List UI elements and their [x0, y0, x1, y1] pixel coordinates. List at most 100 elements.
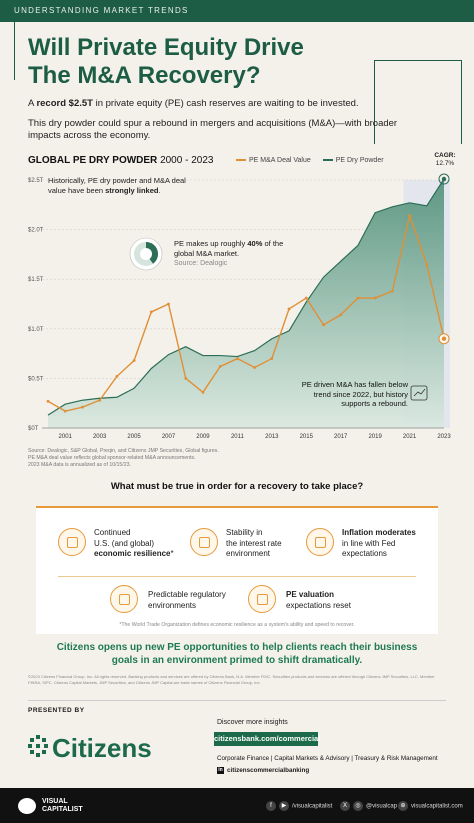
condition-valuation: PE valuation expectations reset — [286, 590, 351, 610]
citizens-brand: Citizens — [52, 733, 152, 763]
presented-by: PRESENTED BY — [28, 707, 85, 714]
social-facebook[interactable]: f ▶/visualcapitalist — [266, 801, 332, 811]
x-tick-label-2005: 2005 — [127, 434, 141, 440]
drop-chart-icon-line — [413, 388, 426, 397]
youtube-icon: ▶ — [279, 801, 289, 811]
x-tick-label-2015: 2015 — [300, 434, 314, 440]
title-line-1: Will Private Equity Drive — [28, 34, 304, 61]
deal-value-point-2022 — [425, 262, 429, 266]
dry-powder-area — [48, 179, 444, 428]
x-tick-label-2003: 2003 — [93, 434, 107, 440]
x-tick-label-2009: 2009 — [196, 434, 210, 440]
pie-icon-hole — [140, 248, 152, 260]
condition-inflation: Inflation moderates in line with Fed expec… — [342, 528, 416, 558]
deal-value-point-2014 — [287, 307, 291, 311]
title-line-2: The M&A Recovery? — [28, 62, 261, 89]
intro-p1: A record $2.5T in private equity (PE) ca… — [28, 98, 359, 109]
deal-value-point-2006 — [149, 310, 153, 314]
deal-value-point-2016 — [322, 323, 325, 327]
deal-value-point-2013 — [270, 357, 274, 360]
pe-chart: $0T $0.5T $1.0T $1.5T $2.0T $2.5T 2001 2003 2005… — [28, 173, 451, 440]
x-tick-label-2013: 2013 — [265, 434, 279, 440]
social-web[interactable]: ⊕ visualcapitalist.com — [398, 801, 463, 811]
y-tick-label-3: $1.5T — [28, 277, 44, 283]
facebook-icon: f — [266, 801, 276, 811]
condition-economic-resilience: Continued U.S. (and global) economic resil… — [94, 528, 174, 558]
x-tick-label-2023: 2023 — [437, 434, 451, 440]
drop-annotation: PE driven M&A has fallen below trend sin… — [301, 380, 408, 408]
deal-value-point-2015 — [304, 296, 308, 300]
dry-powder-end-ring — [438, 173, 450, 185]
recovery-question: What must be true in order for a recover… — [110, 481, 364, 492]
dry-powder-end-point — [441, 176, 447, 182]
deal-value-point-2012 — [253, 366, 257, 369]
footer-separator — [28, 700, 446, 701]
legal-text: ©2023 Citizens Financial Group, Inc. All… — [28, 674, 435, 685]
legend-dry-powder: PE Dry Powder — [322, 157, 384, 164]
chart-sources: Source: Dealogic, S&P Global, Preqin, an… — [28, 448, 219, 468]
valuation-scale-icon — [248, 585, 276, 613]
deal-value-point-2005 — [132, 359, 136, 362]
deal-value-point-2010 — [218, 365, 222, 368]
y-tick-label-2: $1.0T — [28, 327, 44, 333]
vc-icon — [18, 798, 36, 814]
top-banner: UNDERSTANDING MARKET TRENDS — [0, 0, 474, 22]
social-x[interactable]: X ◎ @visualcap — [340, 801, 397, 811]
footer-bar: VISUAL CAPITALIST f ▶/visualcapitalist X ◎ @… — [0, 788, 474, 823]
legend-deal-value: PE M&A Deal Value — [236, 157, 311, 164]
globe-icon: ⊕ — [398, 801, 408, 811]
decorative-frame — [374, 60, 462, 144]
deal-value-end-point — [441, 336, 447, 341]
chart-title: GLOBAL PE DRY POWDER 2000 - 2023 — [28, 155, 214, 166]
citizens-logo-icon — [28, 735, 48, 757]
linked-annotation: Historically, PE dry powder and M&A deal… — [48, 176, 186, 195]
conditions-box: Continued U.S. (and global) economic resil… — [36, 506, 438, 634]
economy-chart-icon — [58, 528, 86, 556]
x-tick-label-2017: 2017 — [334, 434, 348, 440]
deal-value-point-2003 — [98, 398, 102, 402]
condition-interest-rate: Stability in the interest rate environment — [226, 528, 282, 558]
y-tick-label-1: $0.5T — [28, 376, 44, 382]
deal-value-point-2009 — [201, 390, 205, 394]
kicker: UNDERSTANDING MARKET TRENDS — [14, 6, 189, 15]
linkedin-link[interactable]: in citizenscommercialbanking — [217, 767, 310, 775]
drop-chart-icon — [410, 385, 428, 401]
interest-rate-icon — [190, 528, 218, 556]
deal-value-point-2008 — [184, 377, 188, 380]
pie-icon-slice — [146, 242, 158, 264]
x-tick-label-2021: 2021 — [403, 434, 417, 440]
y-tick-label-4: $2.0T — [28, 228, 44, 234]
conditions-divider — [58, 576, 416, 577]
conditions-footnote: *The World Trade Organization defines ec… — [119, 622, 355, 628]
cagr-annotation: CAGR: 12.7% — [434, 152, 456, 167]
deal-value-line — [47, 213, 445, 412]
instagram-icon: ◎ — [353, 801, 363, 811]
pie-annotation: PE makes up roughly 40% of the global M&… — [174, 239, 284, 267]
deal-value-point-2018 — [356, 296, 360, 300]
deal-value-point-2004 — [115, 375, 119, 378]
dry-powder-line — [47, 178, 445, 416]
deal-value-point-2011 — [235, 357, 239, 360]
citizens-url-button[interactable]: citizensbank.com/commercial — [214, 732, 320, 746]
deal-value-point-2002 — [81, 405, 84, 409]
deal-value-point-2007 — [167, 302, 170, 306]
x-tick-label-2001: 2001 — [59, 434, 73, 440]
condition-regulatory: Predictable regulatory environments — [148, 590, 226, 610]
deal-value-point-2017 — [339, 313, 343, 317]
deal-value-point-2021 — [408, 214, 411, 218]
service-links[interactable]: Corporate Finance | Capital Markets & Ad… — [217, 755, 438, 762]
inflation-hand-icon — [306, 528, 334, 556]
x-tick-label-2011: 2011 — [231, 434, 245, 440]
deal-value-point-2019 — [373, 296, 377, 300]
linkedin-icon: in — [217, 767, 224, 774]
page-title: Will Private Equity Drive The M&A Recove… — [28, 34, 358, 90]
y-tick-label-0: $0T — [28, 426, 39, 432]
y-tick-label-5: $2.5T — [28, 178, 44, 184]
regulatory-document-icon — [110, 585, 138, 613]
discover-label: Discover more insights — [217, 719, 288, 726]
deal-value-point-2001 — [63, 409, 67, 413]
intro-p2: This dry powder could spur a rebound in … — [28, 117, 398, 142]
deal-value-point-2020 — [390, 289, 394, 293]
x-tick-label-2019: 2019 — [368, 434, 382, 440]
intro-text: A record $2.5T in private equity (PE) ca… — [28, 98, 408, 150]
